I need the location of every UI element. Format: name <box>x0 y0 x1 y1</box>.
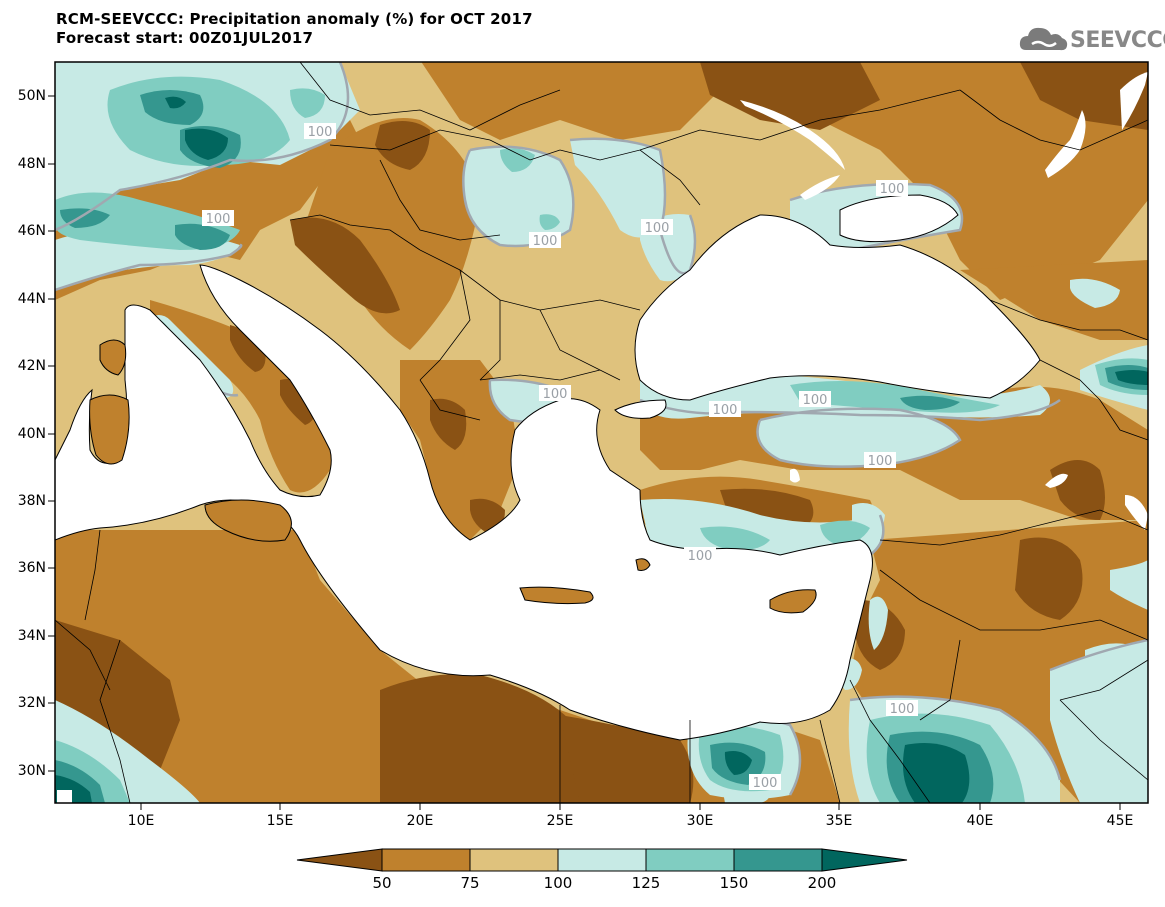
map-title: RCM-SEEVCCC: Precipitation anomaly (%) f… <box>56 10 533 48</box>
legend-swatch-above-200 <box>821 848 908 872</box>
contour-label-100: 100 <box>533 234 558 249</box>
cloud-icon <box>1019 27 1068 51</box>
contour-labels: 100 100 100 100 100 100 100 100 100 100 100 100 <box>202 123 918 791</box>
contour-label-100: 100 <box>543 387 568 402</box>
lat-label-50n: 50N <box>17 88 46 104</box>
contour-label-100: 100 <box>890 702 915 717</box>
legend-label-200: 200 <box>807 874 837 892</box>
contour-label-100: 100 <box>308 125 333 140</box>
legend-label-50: 50 <box>372 874 392 892</box>
contour-label-box <box>202 210 234 226</box>
contour-label-100: 100 <box>688 549 713 564</box>
lon-label-25e: 25E <box>546 813 574 829</box>
seevccc-logo: SEEVCCC <box>1018 22 1165 56</box>
contour-label-100: 100 <box>880 182 905 197</box>
contour-label-100: 100 <box>206 212 231 227</box>
title-line-2: Forecast start: 00Z01JUL2017 <box>56 29 314 47</box>
longitude-ticks <box>140 803 1121 810</box>
lat-label-44n: 44N <box>17 291 46 307</box>
lat-label-42n: 42N <box>17 358 46 374</box>
latitude-ticks <box>48 95 55 772</box>
legend-swatch-75-100 <box>469 848 559 872</box>
missing-data-gaps <box>57 72 1148 803</box>
color-legend-bar <box>296 848 908 872</box>
contour-label-box <box>876 180 908 196</box>
lat-label-46n: 46N <box>17 223 46 239</box>
contour-label-box <box>886 700 918 716</box>
lat-label-36n: 36N <box>17 560 46 576</box>
legend-label-100: 100 <box>543 874 573 892</box>
contour-label-box <box>304 123 336 139</box>
legend-swatch-125-150 <box>645 848 735 872</box>
country-borders <box>55 62 1148 803</box>
precipitation-field <box>55 62 1148 803</box>
contour-label-box <box>641 219 673 235</box>
contour-label-box <box>529 232 561 248</box>
legend-label-75: 75 <box>460 874 480 892</box>
lon-label-30e: 30E <box>686 813 714 829</box>
contour-label-100: 100 <box>645 221 670 236</box>
legend-swatch-50-75 <box>381 848 471 872</box>
contour-label-100: 100 <box>713 403 738 418</box>
lat-label-40n: 40N <box>17 426 46 442</box>
anomaly-band-above-200 <box>55 96 1148 803</box>
title-line-1: RCM-SEEVCCC: Precipitation anomaly (%) f… <box>56 10 533 28</box>
lon-label-45e: 45E <box>1106 813 1134 829</box>
plot-frame <box>54 61 1149 804</box>
contour-label-100: 100 <box>803 393 828 408</box>
legend-swatch-100-125 <box>557 848 647 872</box>
sea-areas <box>55 194 1041 741</box>
contour-label-100: 100 <box>868 454 893 469</box>
islands <box>89 339 817 614</box>
lat-label-30n: 30N <box>17 763 46 779</box>
contour-label-box <box>864 452 896 468</box>
legend-label-150: 150 <box>719 874 749 892</box>
contour-label-box <box>799 391 831 407</box>
lon-label-40e: 40E <box>966 813 994 829</box>
lon-label-10e: 10E <box>127 813 155 829</box>
contour-label-box <box>539 385 571 401</box>
contour-label-100: 100 <box>753 776 778 791</box>
logo-text: SEEVCCC <box>1070 28 1165 53</box>
lat-label-32n: 32N <box>17 695 46 711</box>
contour-label-box <box>749 774 781 790</box>
legend-swatch-150-200 <box>733 848 823 872</box>
lon-label-15e: 15E <box>266 813 294 829</box>
lat-label-38n: 38N <box>17 493 46 509</box>
contour-label-box <box>709 401 741 417</box>
lat-label-48n: 48N <box>17 156 46 172</box>
contour-label-box <box>684 547 716 563</box>
lon-label-20e: 20E <box>406 813 434 829</box>
lon-label-35e: 35E <box>825 813 853 829</box>
legend-swatch-below-50 <box>296 848 383 872</box>
legend-label-125: 125 <box>631 874 661 892</box>
lat-label-34n: 34N <box>17 628 46 644</box>
